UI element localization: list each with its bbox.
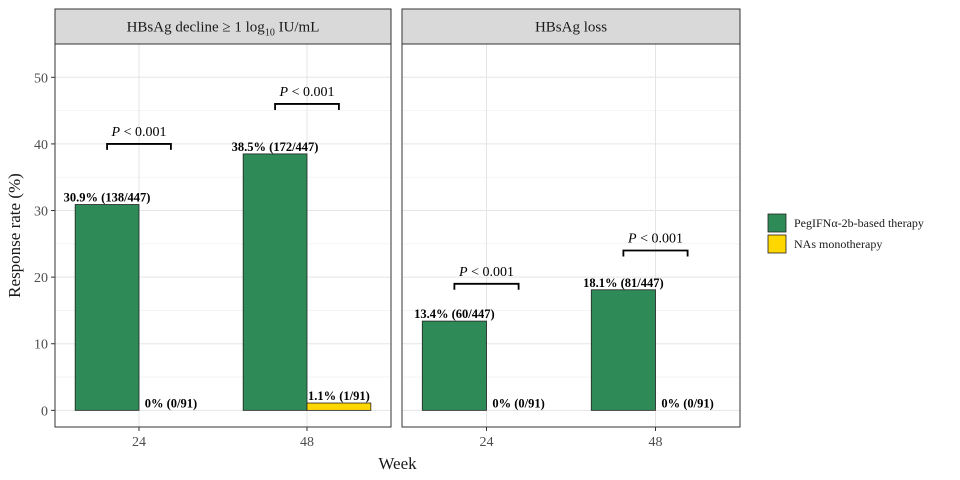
significance-bracket [622, 249, 689, 257]
bar-pegifn-2b-based-therapy-week-48 [590, 289, 656, 411]
p-symbol: P [458, 265, 468, 280]
x-tick-label: 48 [649, 435, 663, 450]
x-axis-title: Week [378, 454, 417, 473]
bar-pegifn-2b-based-therapy-week-48 [242, 153, 308, 411]
p-symbol: P [279, 85, 289, 100]
data-label: 0% (0/91) [661, 396, 713, 410]
strip-background [401, 8, 741, 45]
panel-1: 30.9% (138/447) 38.5% (172/447) 0% (0/91) 1… [54, 8, 392, 428]
significance-bracket [106, 143, 172, 150]
y-tick-label: 20 [34, 271, 48, 286]
x-tick-label: 24 [132, 435, 146, 450]
data-label: 13.4% (60/447) [414, 307, 495, 321]
y-axis-title: Response rate (%) [5, 173, 24, 298]
p-value-label: P < 0.001 [627, 231, 683, 246]
data-label: 30.9% (138/447) [64, 191, 151, 205]
x-tick-label: 24 [480, 435, 494, 450]
panels-layer: 30.9% (138/447)38.5% (172/447)0% (0/91)1… [54, 8, 741, 428]
legend-key-1 [767, 213, 787, 233]
axes-layer: 24 48 24 48 0 10 20 30 40 50 Week Response rate (%) [5, 71, 663, 473]
data-label: 38.5% (172/447) [232, 140, 319, 154]
legend-label-2: NAs monotherapy [794, 237, 882, 251]
data-label: 18.1% (81/447) [583, 276, 664, 290]
significance-bracket [453, 282, 520, 290]
p-value-label: P < 0.001 [111, 125, 167, 140]
p-value-label: P < 0.001 [458, 265, 514, 280]
bar-nas-monotherapy-week-48 [306, 402, 372, 411]
panel-title-main: HBsAg loss [535, 20, 607, 36]
p-threshold: < 0.001 [120, 125, 166, 140]
strip-background [54, 8, 392, 45]
panel-2: 13.4% (60/447) 18.1% (81/447) 0% (0/91) 0% … [401, 8, 741, 428]
y-tick-label: 0 [41, 404, 48, 419]
panel-title-unit: IU/mL [275, 20, 320, 36]
p-symbol: P [627, 231, 637, 246]
legend-key-2 [767, 234, 787, 254]
panel-title: HBsAg loss [535, 20, 607, 36]
panel-title: HBsAg decline ≥ 1 log10 IU/mL [127, 20, 320, 39]
data-label: 1.1% (1/91) [308, 389, 370, 403]
p-threshold: < 0.001 [288, 85, 334, 100]
panel-title-subscript: 10 [265, 28, 275, 39]
panel-title-main: HBsAg decline ≥ 1 log [127, 20, 266, 36]
data-label: 0% (0/91) [492, 396, 544, 410]
bar-pegifn-2b-based-therapy-week-24 [421, 320, 487, 411]
p-threshold: < 0.001 [637, 231, 683, 246]
significance-bracket [274, 103, 340, 110]
bar-pegifn-2b-based-therapy-week-24 [74, 204, 140, 411]
data-label: 0% (0/91) [145, 396, 197, 410]
p-value-label: P < 0.001 [279, 85, 335, 100]
p-threshold: < 0.001 [468, 265, 514, 280]
y-tick-label: 50 [34, 71, 48, 86]
y-tick-label: 40 [34, 138, 48, 153]
p-symbol: P [111, 125, 121, 140]
x-tick-label: 48 [300, 435, 314, 450]
y-tick-label: 10 [34, 338, 48, 353]
y-tick-label: 30 [34, 205, 48, 220]
legend: PegIFNα-2b-based therapy NAs monotherapy [767, 213, 924, 254]
legend-label-1: PegIFNα-2b-based therapy [794, 216, 924, 230]
